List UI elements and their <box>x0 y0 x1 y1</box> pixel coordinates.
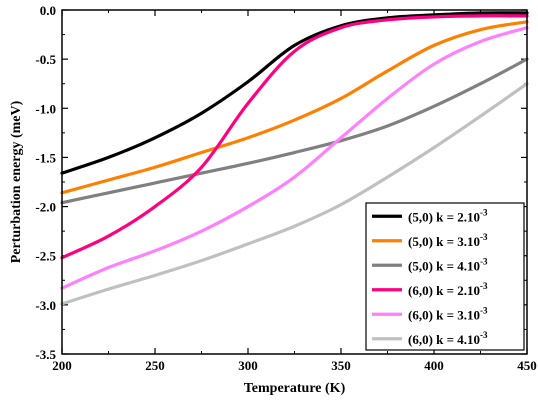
legend-label-4: (6,0) k = 2.10-3 <box>408 281 488 298</box>
series-line-5 <box>60 26 529 290</box>
y-tick-label: -0.5 <box>35 52 56 67</box>
x-tick-label: 200 <box>52 358 72 373</box>
x-tick-label: 350 <box>331 358 351 373</box>
series-line-4 <box>60 14 529 260</box>
y-axis-title: Perturbation energy (meV) <box>9 100 24 263</box>
ticks-group: 200 250 300 350 400 450 0.0 -0.5 -1.0 -1.5 -2.0 -2.… <box>35 3 536 373</box>
y-tick-label: -2.5 <box>35 249 56 264</box>
series-line-6 <box>60 82 529 306</box>
x-axis-title: Temperature (K) <box>244 381 346 396</box>
y-tick-label: -2.0 <box>35 200 56 215</box>
series-line-2 <box>60 20 529 195</box>
legend: (5,0) k = 2.10-3 (5,0) k = 3.10-3 (5,0) k … <box>365 202 525 351</box>
x-tick-label: 300 <box>238 358 258 373</box>
y-tick-label: -3.0 <box>35 298 56 313</box>
y-tick-label: 0.0 <box>40 3 56 18</box>
legend-box <box>365 202 525 351</box>
x-tick-label: 450 <box>517 358 537 373</box>
series-group <box>60 11 529 306</box>
legend-label-5: (6,0) k = 3.10-3 <box>408 305 488 322</box>
series-line-3 <box>60 57 529 205</box>
x-tick-label: 400 <box>424 358 444 373</box>
legend-label-3: (5,0) k = 4.10-3 <box>408 256 488 273</box>
legend-label-1: (5,0) k = 2.10-3 <box>408 207 488 224</box>
plot-frame <box>61 9 528 355</box>
legend-label-2: (5,0) k = 3.10-3 <box>408 232 488 249</box>
x-tick-label: 250 <box>145 358 165 373</box>
series-line-1 <box>60 11 529 175</box>
y-tick-label: -3.5 <box>35 347 56 362</box>
y-tick-label: -1.5 <box>35 150 56 165</box>
y-tick-label: -1.0 <box>35 101 56 116</box>
legend-label-6: (6,0) k = 4.10-3 <box>408 330 488 347</box>
